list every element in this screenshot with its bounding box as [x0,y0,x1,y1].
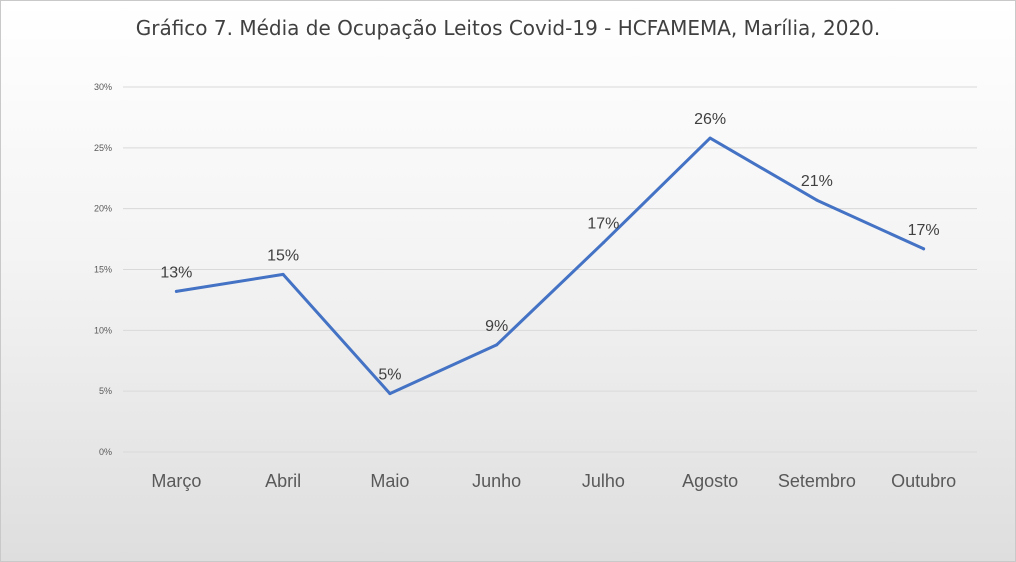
x-tick-label: Abril [265,471,301,491]
y-tick-label: 0% [99,447,112,457]
y-tick-label: 25% [94,143,112,153]
series-line [174,136,926,396]
x-tick-label: Maio [370,471,409,491]
x-tick-label: Julho [582,471,625,491]
data-point [922,247,926,251]
y-tick-label: 20% [94,204,112,214]
data-point [174,289,178,293]
y-tick-label: 10% [94,325,112,335]
y-tick-label: 15% [94,265,112,275]
data-point [815,198,819,202]
x-tick-label: Março [151,471,201,491]
data-point [601,241,605,245]
data-label: 17% [908,222,940,239]
data-label: 13% [160,264,192,281]
chart-title: Gráfico 7. Média de Ocupação Leitos Covi… [135,16,881,40]
data-label: 17% [587,216,619,233]
data-point [388,392,392,396]
data-point [708,136,712,140]
y-tick-label: 30% [94,82,112,92]
x-tick-label: Outubro [891,471,956,491]
data-label: 15% [267,247,299,264]
data-label: 21% [801,173,833,190]
data-point [281,272,285,276]
x-tick-label: Agosto [682,471,738,491]
data-point [495,343,499,347]
data-label: 26% [694,111,726,128]
data-label: 5% [378,367,401,384]
data-label: 9% [485,318,508,335]
y-tick-label: 5% [99,386,112,396]
x-tick-label: Junho [472,471,521,491]
x-tick-label: Setembro [778,471,856,491]
